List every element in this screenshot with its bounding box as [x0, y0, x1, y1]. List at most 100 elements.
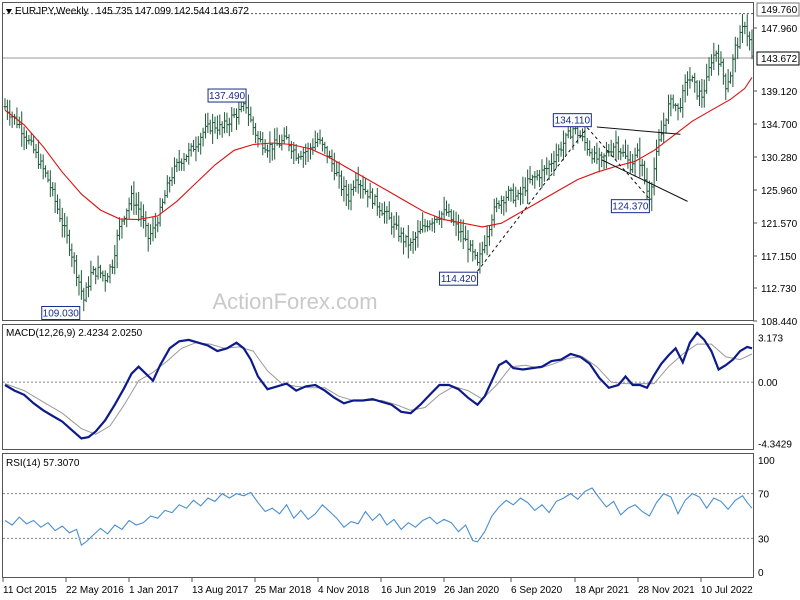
ohlc-bar [650, 182, 654, 212]
ohlc-bar [531, 174, 534, 186]
time-tick-label: 11 Oct 2015 [3, 585, 57, 596]
time-tick-label: 26 Jan 2020 [444, 585, 499, 596]
ohlc-bar [318, 129, 322, 145]
ohlc-bar [559, 141, 563, 157]
ohlc-bar [170, 167, 174, 187]
ohlc-bar [232, 108, 236, 118]
ohlc-bar [442, 196, 446, 221]
ohlc-bar [721, 58, 725, 85]
ohlc-bar [547, 160, 551, 181]
ohlc-bar [344, 179, 348, 206]
ohlc-bar [748, 31, 752, 51]
ohlc-bar [37, 139, 40, 169]
ohlc-bar [404, 234, 408, 248]
price-tick-label: 130.280 [761, 153, 798, 164]
ohlc-bar [607, 143, 611, 157]
ohlc-bar [373, 194, 377, 206]
ohlc-bar [103, 270, 107, 292]
ohlc-bar [514, 186, 518, 208]
price-tick: 139.120 [753, 87, 798, 98]
ohlc-bar [10, 111, 14, 128]
ohlc-bar [631, 153, 635, 173]
ohlc-bar [180, 158, 184, 171]
time-tick-label: 22 May 2016 [66, 585, 124, 596]
ohlc-bar [332, 152, 336, 181]
macd-lines [4, 331, 753, 440]
swing-label: 137.490 [207, 88, 247, 103]
ohlc-bar [476, 252, 479, 266]
ohlc-bar [452, 210, 456, 226]
ohlc-bar [20, 111, 24, 147]
ohlc-bar [659, 120, 663, 142]
ohlc-bar [249, 106, 253, 123]
ohlc-bar [199, 132, 203, 155]
swing-label: 109.030 [41, 305, 81, 320]
time-tick-label: 10 Jul 2022 [701, 585, 753, 596]
ohlc-bar [297, 153, 300, 164]
swing-label: 124.370 [610, 199, 650, 214]
ohlc-bar [414, 231, 417, 251]
ohlc-bar [674, 103, 678, 112]
price-tick-label: 139.120 [761, 87, 798, 98]
price-tick-label: 112.730 [761, 284, 797, 295]
ohlc-bar [58, 198, 62, 222]
ohlc-bar [394, 211, 398, 230]
price-tick: 117.150 [753, 252, 797, 263]
time-tick: 10 Jul 2022 [700, 578, 753, 596]
ohlc-bar [65, 216, 69, 244]
ohlc-bar [378, 202, 382, 219]
ohlc-bar [595, 142, 599, 165]
price-reference-lines [3, 13, 753, 59]
symbol-title: EURJPY,Weekly [15, 6, 89, 17]
ohlc-bar [695, 80, 699, 100]
ohlc-bar [743, 21, 747, 35]
ohlc-bar [15, 107, 19, 129]
ohlc-bar [745, 14, 749, 47]
ohlc-bar [366, 189, 370, 208]
ohlc-bar [354, 172, 358, 192]
ohlc-bar [464, 225, 468, 242]
ohlc-bar [406, 225, 410, 259]
ohlc-bar [368, 182, 372, 199]
ohlc-bar [299, 150, 303, 160]
ohlc-bar [330, 149, 334, 172]
ohlc-bar [313, 130, 317, 151]
ohlc-bar [690, 75, 694, 83]
ohlc-bar [428, 220, 432, 231]
ohlc-bar [158, 197, 162, 227]
ohlc-bar [194, 136, 198, 162]
ohlc-bar [39, 153, 43, 169]
collapse-arrow-icon[interactable] [6, 9, 12, 14]
ohlc-bar [168, 176, 172, 193]
price-tick-label: 125.960 [761, 186, 798, 197]
time-tick: 1 Jan 2017 [128, 578, 179, 596]
price-tick: 147.960 [753, 24, 798, 35]
ohlc-bar [626, 144, 630, 169]
price-tick-label: 143.672 [761, 54, 798, 65]
ohlc-bar [710, 54, 713, 76]
ohlc-bar [667, 94, 670, 125]
ohlc-bar [473, 248, 477, 260]
ohlc-bar [383, 201, 386, 224]
ohlc-bar [581, 128, 584, 142]
ohlc-bar [268, 131, 272, 163]
ohlc-bar [230, 107, 234, 133]
ohlc-bar [457, 214, 460, 241]
ohlc-bar [256, 130, 260, 148]
ohlc-bar [349, 183, 353, 211]
ohlc-bar [282, 127, 286, 145]
rsi-tick-label: 30 [758, 534, 770, 545]
macd-panel-frame [2, 324, 754, 450]
ohlc-bar [130, 185, 133, 211]
ohlc-bar [528, 166, 532, 184]
ohlc-bar [251, 116, 255, 136]
ohlc-bar [679, 97, 682, 113]
rsi-tick-label: 0 [758, 568, 764, 579]
ohlc-bar [445, 200, 448, 216]
time-tick: 11 Oct 2015 [2, 578, 57, 596]
ohlc-bar [294, 144, 298, 161]
ohlc-bar [189, 143, 193, 157]
ohlc-bar [192, 139, 195, 152]
ohlc-bar [235, 108, 238, 131]
ohlc-bar [652, 157, 656, 196]
